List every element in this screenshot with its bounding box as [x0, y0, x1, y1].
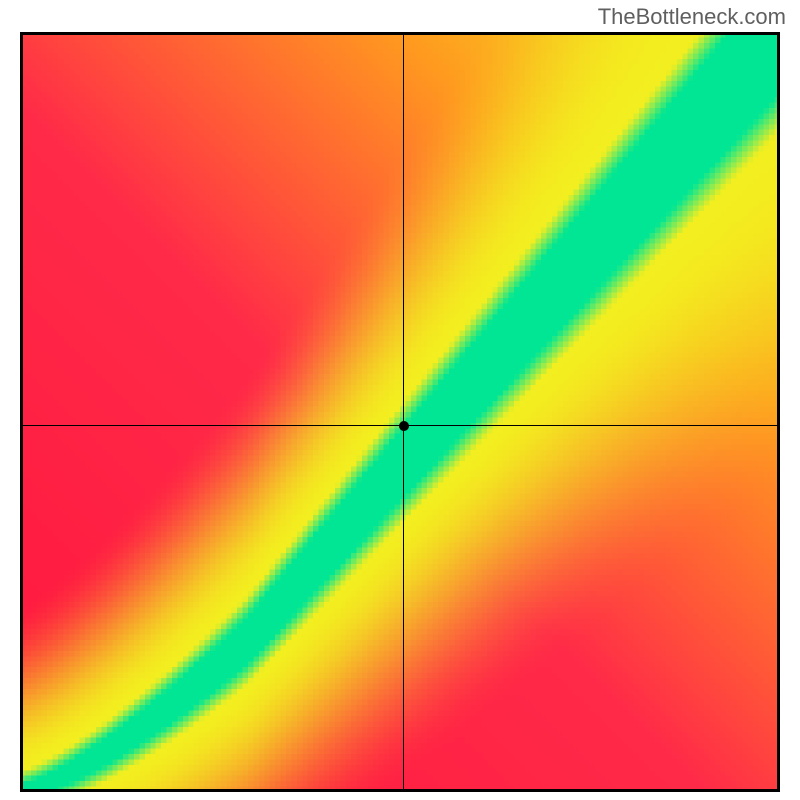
- watermark-text: TheBottleneck.com: [598, 4, 786, 30]
- plot-border: [20, 32, 780, 792]
- crosshair-vertical: [403, 32, 404, 792]
- heatmap-plot: [20, 32, 780, 792]
- crosshair-dot: [399, 421, 409, 431]
